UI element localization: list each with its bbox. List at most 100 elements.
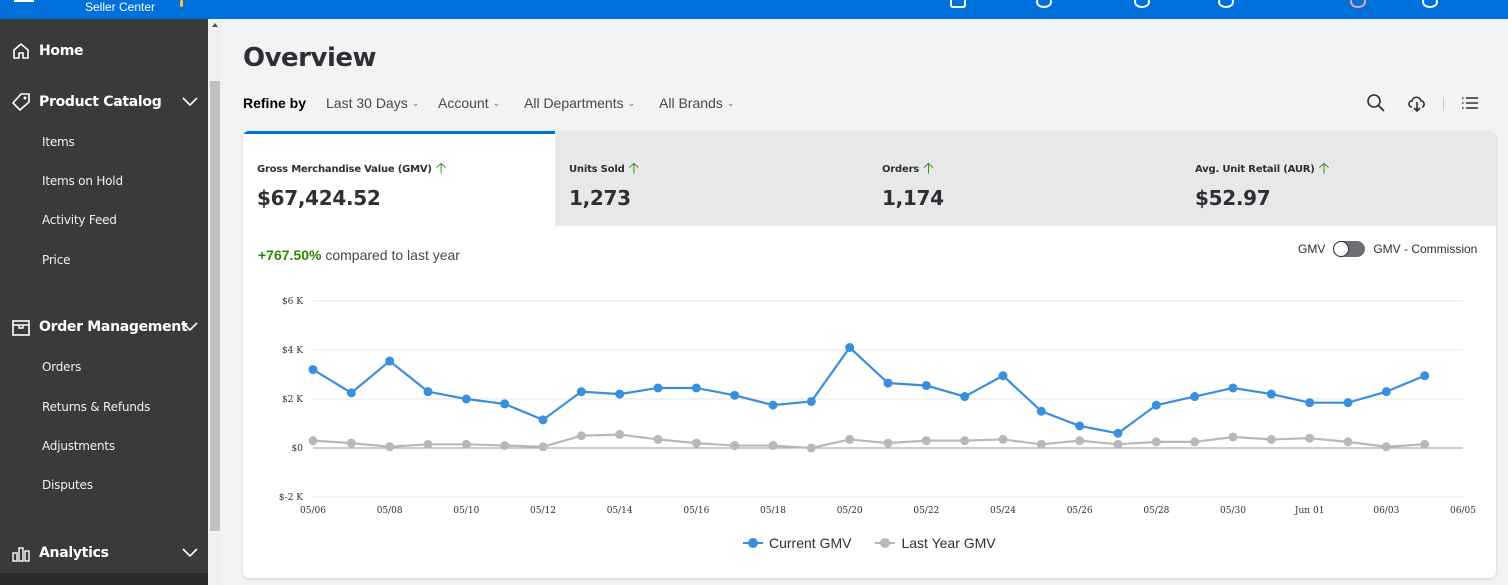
legend-current-gmv[interactable]: Current GMV — [743, 535, 851, 551]
search-icon[interactable] — [1366, 93, 1386, 113]
x-tick-label: 05/06 — [300, 506, 326, 516]
chevron-down-icon[interactable] — [182, 97, 198, 107]
chevron-down-icon: ⌄ — [411, 97, 420, 108]
legend-last-year-gmv[interactable]: Last Year GMV — [875, 535, 996, 551]
last-year-gmv-point — [1266, 434, 1276, 444]
toggle-left-label: GMV — [1298, 242, 1326, 256]
tab-aur[interactable]: Avg. Unit Retail (AUR) 🡡 $52.97 — [1181, 131, 1496, 226]
nav-home[interactable]: Home — [0, 36, 208, 66]
filter-departments[interactable]: All Departments ⌄ — [524, 95, 635, 111]
last-year-gmv-point — [1036, 439, 1046, 449]
x-tick-label: 05/10 — [453, 506, 479, 516]
y-tick-label: $0 — [292, 444, 304, 454]
scrollbar-thumb[interactable] — [210, 81, 220, 531]
y-tick-label: $6 K — [282, 297, 303, 307]
switch-knob — [1333, 241, 1350, 257]
nav-product-catalog[interactable]: Product Catalog — [0, 87, 208, 117]
toolbar-divider — [1443, 97, 1444, 111]
current-gmv-point — [1228, 383, 1238, 393]
arrow-up-icon: 🡡 — [923, 159, 934, 177]
menu-icon[interactable] — [14, 0, 34, 3]
x-tick-label: 05/24 — [990, 506, 1016, 516]
last-year-gmv-point — [615, 430, 625, 440]
legend-last-year-swatch — [875, 538, 896, 548]
overview-card: Gross Merchandise Value (GMV) 🡡 $67,424.5… — [243, 131, 1496, 578]
last-year-gmv-point — [346, 438, 356, 448]
chevron-down-icon[interactable] — [182, 322, 198, 332]
gmv-toggle: GMV GMV - Commission — [1298, 241, 1477, 257]
current-gmv-point — [845, 343, 855, 353]
home-icon — [13, 42, 29, 59]
last-year-gmv-point — [1228, 432, 1238, 442]
current-gmv-point — [1151, 400, 1161, 410]
filter-brands[interactable]: All Brands ⌄ — [659, 95, 734, 111]
tab-gmv-value: $67,424.52 — [257, 186, 381, 210]
account-icon[interactable] — [1422, 0, 1438, 8]
current-gmv-point — [1343, 398, 1353, 408]
current-gmv-point — [576, 387, 586, 397]
last-year-gmv-point — [883, 438, 893, 448]
nav-order-management[interactable]: Order Management — [0, 312, 208, 342]
cloud-download-icon[interactable] — [1407, 93, 1427, 113]
legend-current-label: Current GMV — [769, 535, 852, 551]
sidebar-item-adjustments[interactable]: Adjustments — [42, 439, 115, 453]
tab-units-sold[interactable]: Units Sold 🡡 1,273 — [555, 131, 868, 226]
settings-icon[interactable] — [1036, 0, 1052, 8]
last-year-gmv-point — [1343, 437, 1353, 447]
x-tick-label: 05/30 — [1220, 506, 1246, 516]
chevron-down-icon[interactable] — [182, 548, 198, 558]
x-tick-label: 05/16 — [683, 506, 709, 516]
list-icon[interactable] — [1460, 93, 1480, 113]
gmv-commission-switch[interactable] — [1333, 241, 1366, 257]
metric-tabs: Gross Merchandise Value (GMV) 🡡 $67,424.5… — [243, 131, 1496, 226]
x-tick-label: 05/22 — [913, 506, 939, 516]
box-icon — [12, 320, 30, 336]
sidebar-item-orders[interactable]: Orders — [42, 360, 82, 374]
tab-units-value: 1,273 — [569, 186, 631, 210]
last-year-gmv-point — [998, 434, 1008, 444]
current-gmv-point — [883, 378, 893, 388]
sidebar-item-disputes[interactable]: Disputes — [42, 478, 93, 492]
filter-account[interactable]: Account ⌄ — [438, 95, 500, 111]
sidebar-item-returns-refunds[interactable]: Returns & Refunds — [42, 400, 151, 414]
current-gmv-point — [691, 383, 701, 393]
tab-orders-label: Orders 🡡 — [882, 158, 934, 183]
tab-units-title: Units Sold — [569, 164, 625, 175]
x-tick-label: 05/28 — [1143, 506, 1169, 516]
current-gmv-point — [500, 399, 510, 409]
sidebar-item-price[interactable]: Price — [42, 253, 71, 267]
scroll-up-arrow-icon[interactable] — [212, 23, 218, 27]
notifications-icon[interactable] — [1218, 0, 1234, 8]
y-tick-label: $4 K — [282, 346, 303, 356]
nav-analytics[interactable]: Analytics — [0, 538, 208, 568]
tab-orders[interactable]: Orders 🡡 1,174 — [868, 131, 1181, 226]
current-gmv-point — [538, 415, 548, 425]
current-gmv-point — [921, 381, 931, 391]
top-bar: Seller Center — [0, 0, 1508, 19]
current-gmv-point — [806, 396, 816, 406]
sidebar-footer — [0, 573, 208, 585]
last-year-gmv-point — [461, 439, 471, 449]
chart-legend: Current GMV Last Year GMV — [743, 535, 996, 551]
help-icon[interactable] — [1134, 0, 1150, 8]
tab-gmv[interactable]: Gross Merchandise Value (GMV) 🡡 $67,424.5… — [243, 131, 555, 226]
sidebar-item-activity-feed[interactable]: Activity Feed — [42, 213, 117, 227]
tab-aur-title: Avg. Unit Retail (AUR) — [1195, 164, 1315, 175]
x-tick-label: Jun 01 — [1294, 506, 1325, 516]
filter-date-range[interactable]: Last 30 Days ⌄ — [326, 95, 419, 111]
current-gmv-point — [768, 400, 778, 410]
last-year-gmv-point — [845, 434, 855, 444]
current-gmv-point — [960, 392, 970, 402]
notes-icon[interactable] — [950, 0, 966, 8]
current-gmv-point — [1420, 371, 1430, 381]
sidebar-item-items-on-hold[interactable]: Items on Hold — [42, 174, 123, 188]
sidebar-scrollbar[interactable] — [208, 19, 222, 585]
profile-icon[interactable] — [1350, 0, 1366, 8]
last-year-gmv-point — [308, 436, 318, 446]
y-tick-label: $-2 K — [279, 493, 303, 503]
x-tick-label: 05/08 — [377, 506, 403, 516]
last-year-gmv-point — [1420, 439, 1430, 449]
current-gmv-point — [1381, 387, 1391, 397]
sidebar-item-items[interactable]: Items — [42, 135, 75, 149]
nav-analytics-label: Analytics — [39, 545, 109, 561]
